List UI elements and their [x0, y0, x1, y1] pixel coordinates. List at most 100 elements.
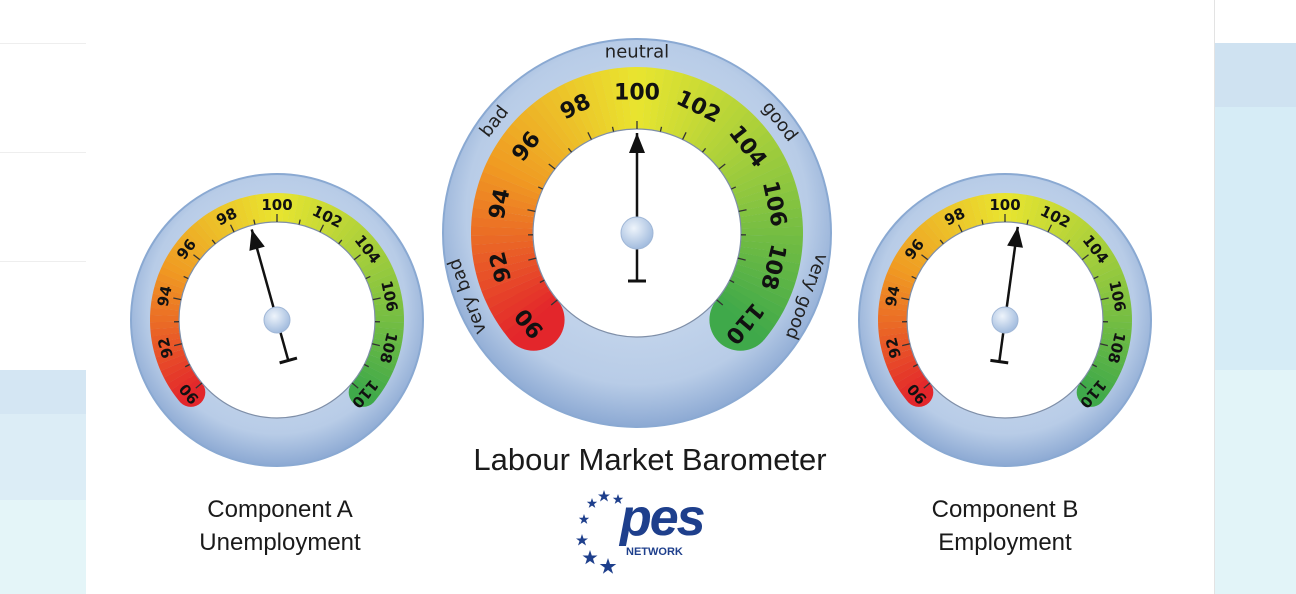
component-b-band-segment: [879, 332, 909, 344]
component-a-tick-label: 94: [154, 284, 176, 308]
labour-market-barometer-band-segment: [648, 68, 666, 131]
component-b-tick: [901, 343, 911, 347]
component-a-band-segment: [373, 332, 403, 344]
labour-market-barometer-needle-arrow: [629, 133, 645, 153]
labour-market-barometer-band-segment: [725, 146, 784, 184]
labour-market-barometer-band-segment: [740, 240, 803, 255]
component-b-band-segment: [1102, 307, 1132, 317]
component-a-band-segment: [151, 293, 182, 306]
component-a-band-segment: [334, 216, 358, 244]
labour-market-barometer-band-segment: [666, 73, 693, 136]
component-a-tick: [353, 254, 361, 261]
barometer-title: Labour Market Barometer: [473, 442, 827, 477]
component-a-band-segment: [156, 272, 187, 289]
right-band-blue-2: [1215, 107, 1296, 370]
left-background-strip: [0, 0, 86, 594]
component-b-tick: [1026, 219, 1029, 225]
component-a-band-segment: [221, 202, 240, 232]
component-a-tick: [211, 239, 216, 245]
labour-market-barometer-band-segment: [472, 246, 535, 264]
component-a-band-segment: [153, 343, 184, 358]
component-a-tick: [364, 363, 370, 368]
component-b-band-segment: [879, 293, 910, 306]
component-a-band-segment: [346, 230, 373, 256]
labour-market-barometer-tick: [567, 147, 573, 153]
component-b-band-segment: [881, 343, 912, 358]
component-b-band-segment: [1086, 369, 1115, 391]
labour-market-barometer-band-segment: [472, 198, 536, 218]
component-b-band-segment: [930, 212, 953, 241]
component-b-band-segment: [880, 338, 910, 351]
component-b-hub: [991, 306, 1019, 334]
component-b-band-segment: [1078, 236, 1106, 260]
labour-market-barometer-band-segment: [478, 263, 540, 292]
component-a-band-segment: [208, 209, 230, 238]
component-a-caption: Component A Unemployment: [175, 493, 385, 559]
labour-market-barometer-band-segment: [506, 123, 559, 169]
component-b-band-segment: [914, 225, 940, 252]
labour-market-barometer-band-segment: [627, 67, 638, 130]
component-a-band-segment: [374, 315, 404, 323]
component-a-band-segment: [374, 307, 404, 317]
component-a-band-segment: [262, 193, 272, 223]
labour-market-barometer-band-segment: [484, 274, 545, 309]
pes-network-logo: pes NETWORK: [574, 486, 714, 578]
labour-market-barometer-band-segment: [687, 88, 727, 146]
labour-market-barometer-band-segment: [737, 189, 800, 212]
labour-market-barometer-band-segment: [572, 76, 603, 138]
labour-market-barometer-tick: [737, 257, 746, 261]
labour-market-barometer-band-segment: [736, 258, 799, 283]
component-b-tick: [901, 297, 910, 301]
labour-market-barometer-band-segment: [660, 71, 684, 134]
component-b-title: Component B: [931, 496, 1079, 523]
component-a-band-segment: [352, 378, 379, 402]
component-b-band-segment: [997, 193, 1006, 223]
component-a-band-segment: [329, 212, 352, 241]
component-a-band-segment: [154, 279, 185, 295]
labour-market-barometer-band-segment: [715, 123, 768, 170]
component-b-band-segment: [888, 359, 918, 378]
component-a-band-segment: [374, 327, 404, 337]
component-b-band-segment: [880, 286, 911, 300]
labour-market-barometer-tick-label: 94: [485, 186, 516, 221]
component-a-band-segment: [324, 209, 346, 238]
labour-market-barometer-band-segment: [481, 269, 542, 300]
component-b-band-segment: [1074, 230, 1101, 256]
labour-market-barometer-band-segment: [729, 274, 789, 309]
component-b-band-segment: [895, 369, 924, 391]
component-a-band-segment: [167, 369, 196, 391]
labour-market-barometer-band-segment: [711, 116, 762, 165]
component-a-band-segment: [364, 359, 394, 378]
labour-market-barometer-tick: [682, 132, 687, 140]
right-band-blue-1: [1215, 43, 1296, 107]
component-a-tick: [173, 297, 182, 301]
component-a-band-segment: [160, 359, 190, 378]
labour-market-barometer-tick: [611, 126, 615, 132]
labour-market-barometer-band-segment: [476, 180, 539, 206]
component-b-band-segment: [900, 241, 928, 265]
component-b-tick: [1047, 224, 1053, 233]
component-b-band-segment: [1070, 225, 1096, 252]
component-a-tick-label: 92: [154, 335, 177, 360]
component-b-band-segment: [1066, 221, 1091, 248]
component-a-band-segment: [159, 266, 189, 284]
component-b-band-segment: [1080, 378, 1107, 402]
component-a-tick: [173, 343, 183, 347]
component-b-band-segment: [1052, 209, 1074, 238]
component-b-band-segment: [1096, 349, 1127, 365]
labour-market-barometer-band-segment: [540, 92, 582, 149]
component-a-band-segment: [358, 369, 387, 391]
component-a-band-segment: [202, 212, 225, 241]
labour-market-barometer-hub: [620, 216, 654, 250]
component-a-band-segment: [150, 314, 180, 323]
component-b-band-segment: [1101, 300, 1132, 311]
component-b-band-segment: [896, 247, 925, 269]
logo-stars-icon: [576, 490, 624, 574]
labour-market-barometer-band-segment: [503, 295, 558, 340]
labour-market-barometer-band-segment: [738, 198, 802, 218]
component-b-tick: [957, 224, 963, 233]
component-b-band-segment: [1094, 354, 1124, 372]
labour-market-barometer-band-segment: [512, 116, 563, 165]
